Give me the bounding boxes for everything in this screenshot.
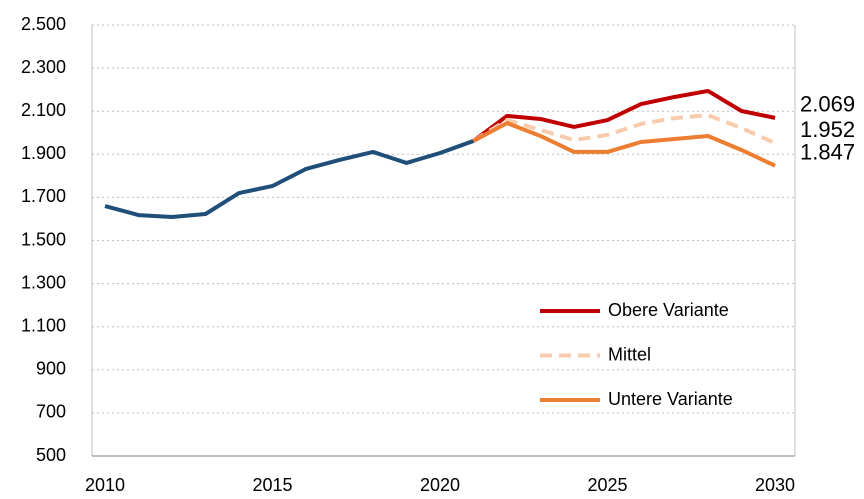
- y-tick-label: 900: [36, 359, 66, 379]
- legend-label: Mittel: [608, 344, 651, 364]
- y-tick-label: 1.500: [21, 229, 66, 249]
- y-tick-label: 2.300: [21, 57, 66, 77]
- x-tick-label: 2015: [252, 475, 292, 495]
- x-tick-label: 2010: [85, 475, 125, 495]
- y-tick-label: 1.300: [21, 272, 66, 292]
- series-line: [472, 88, 776, 143]
- x-tick-label: 2030: [755, 475, 795, 495]
- y-tick-label: 1.900: [21, 143, 66, 163]
- y-tick-label: 2.500: [21, 14, 66, 34]
- series-line: [472, 121, 776, 168]
- y-tick-label: 1.100: [21, 315, 66, 335]
- y-tick-label: 2.100: [21, 100, 66, 120]
- value-label: 1.952: [800, 117, 855, 142]
- series-line: [104, 139, 475, 220]
- y-tick-label: 700: [36, 402, 66, 422]
- value-label: 1.847: [800, 140, 855, 165]
- y-tick-label: 500: [36, 445, 66, 465]
- value-label: 2.069: [800, 92, 855, 117]
- x-tick-label: 2020: [420, 475, 460, 495]
- x-tick-label: 2025: [587, 475, 627, 495]
- legend-label: Untere Variante: [608, 389, 733, 409]
- legend-label: Obere Variante: [608, 300, 729, 320]
- y-tick-label: 1.700: [21, 186, 66, 206]
- series-line: [472, 113, 776, 145]
